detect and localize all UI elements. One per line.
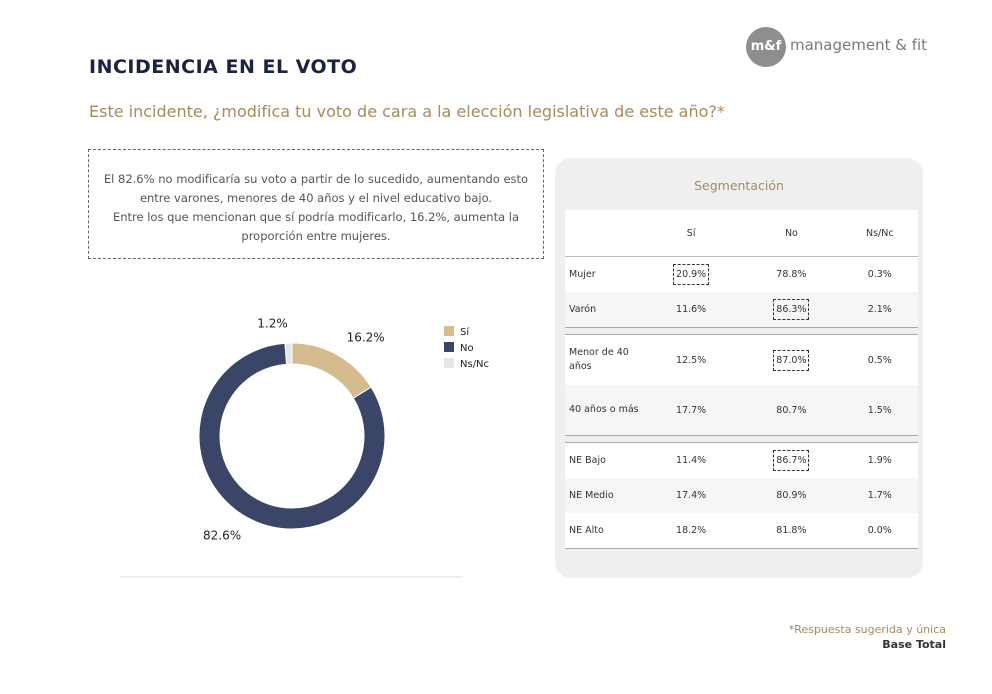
- table-cell: 2.1%: [841, 292, 918, 328]
- legend-swatch: [444, 342, 454, 352]
- cell-value: 81.8%: [776, 525, 807, 536]
- table-title: Segmentación: [694, 178, 784, 193]
- cell-value: 1.7%: [867, 490, 892, 501]
- cell-value: 2.1%: [867, 304, 892, 315]
- table-cell: 81.8%: [741, 513, 842, 549]
- table-row: NE Bajo 11.4% 86.7% 1.9%: [565, 442, 918, 478]
- column-header: No: [741, 210, 842, 257]
- logo-mark: m&f: [746, 27, 786, 67]
- cell-value: 80.7%: [776, 404, 807, 416]
- title: INCIDENCIA EN EL VOTO: [89, 56, 358, 78]
- cell-value: 1.5%: [867, 404, 892, 416]
- table-cell: 0.0%: [841, 513, 918, 549]
- subtitle: Este incidente, ¿modifica tu voto de car…: [89, 102, 725, 121]
- table-cell: 17.4%: [641, 478, 742, 513]
- data-label: 16.2%: [347, 331, 385, 345]
- summary-box: El 82.6% no modificaría su voto a partir…: [88, 149, 544, 259]
- legend-label: Sí: [460, 326, 470, 338]
- column-header: Sí: [641, 210, 742, 257]
- table-cell: 1.7%: [841, 478, 918, 513]
- cell-value: 11.4%: [676, 455, 707, 466]
- table-cell: 1.9%: [841, 442, 918, 478]
- table-row: NE Medio 17.4% 80.9% 1.7%: [565, 478, 918, 513]
- table-cell: 86.3%: [741, 292, 842, 328]
- table-cell: 17.7%: [641, 385, 742, 436]
- table-row: Menor de 40 años 12.5% 87.0% 0.5%: [565, 334, 918, 385]
- donut-segment: [198, 342, 386, 530]
- table-header: Sí No Ns/Nc: [565, 210, 918, 257]
- highlighted-value: 86.7%: [773, 450, 810, 471]
- table-cell: 12.5%: [641, 334, 742, 385]
- row-label: Varón: [565, 292, 641, 328]
- summary-line: proporción entre mujeres.: [241, 229, 391, 243]
- row-label: NE Bajo: [565, 442, 641, 478]
- data-label: 82.6%: [203, 528, 241, 542]
- separator-cell: [565, 327, 918, 335]
- row-label: Menor de 40 años: [565, 334, 641, 385]
- row-label: NE Medio: [565, 478, 641, 513]
- data-label: 1.2%: [257, 317, 288, 331]
- cell-value: 0.5%: [867, 354, 892, 366]
- group-separator: [565, 327, 918, 335]
- row-label: Mujer: [565, 256, 641, 292]
- highlighted-value: 20.9%: [673, 264, 710, 285]
- table-cell: 86.7%: [741, 442, 842, 478]
- base-note: Base Total: [882, 638, 946, 651]
- highlighted-value: 86.3%: [773, 299, 810, 320]
- corner-cell: [565, 210, 641, 257]
- table-cell: 18.2%: [641, 513, 742, 549]
- highlighted-value: 87.0%: [773, 349, 810, 371]
- table-row: 40 años o más 17.7% 80.7% 1.5%: [565, 385, 918, 436]
- table-cell: 80.9%: [741, 478, 842, 513]
- table-row: Mujer 20.9% 78.8% 0.3%: [565, 256, 918, 292]
- summary-line: entre varones, menores de 40 años y el n…: [139, 191, 493, 205]
- table-cell: 0.3%: [841, 256, 918, 292]
- cell-value: 12.5%: [676, 354, 707, 366]
- cell-value: 17.4%: [676, 490, 707, 501]
- table-row: NE Alto 18.2% 81.8% 0.0%: [565, 513, 918, 549]
- legend-swatch: [444, 326, 454, 336]
- row-label: NE Alto: [565, 513, 641, 549]
- legend-label: Ns/Nc: [460, 359, 489, 370]
- cell-value: 78.8%: [776, 269, 807, 280]
- cell-value: 0.0%: [867, 525, 892, 536]
- table-cell: 11.6%: [641, 292, 742, 328]
- column-header: Ns/Nc: [841, 210, 918, 257]
- table-cell: 11.4%: [641, 442, 742, 478]
- cell-value: 80.9%: [776, 490, 807, 501]
- logo-text: management & fit: [790, 36, 928, 54]
- table-cell: 80.7%: [741, 385, 842, 436]
- cell-value: 0.3%: [867, 269, 892, 280]
- cell-value: 1.9%: [867, 455, 892, 466]
- segment-table: Sí No Ns/Nc Mujer 20.9% 78.8% 0.3% Varón 11.6% 86…: [565, 210, 918, 549]
- table-row: Varón 11.6% 86.3% 2.1%: [565, 292, 918, 328]
- cell-value: 11.6%: [676, 304, 707, 315]
- group-separator: [565, 435, 918, 443]
- donut-segment: [284, 342, 293, 365]
- table-cell: 20.9%: [641, 256, 742, 292]
- footnote: *Respuesta sugerida y única: [788, 623, 946, 636]
- table-cell: 78.8%: [741, 256, 842, 292]
- row-label: 40 años o más: [565, 385, 641, 436]
- summary-line: El 82.6% no modificaría su voto a partir…: [103, 172, 529, 186]
- legend-label: No: [460, 343, 474, 354]
- donut-segment: [291, 342, 372, 399]
- separator-cell: [565, 435, 918, 443]
- cell-value: 18.2%: [676, 525, 707, 536]
- donut-chart: 16.2% Sí 82.6% No 1.2% Ns/Nc: [120, 317, 489, 578]
- legend-swatch: [444, 358, 454, 368]
- summary-line: Entre los que mencionan que sí podría mo…: [112, 210, 520, 224]
- table-cell: 1.5%: [841, 385, 918, 436]
- table-cell: 0.5%: [841, 334, 918, 385]
- table-cell: 87.0%: [741, 334, 842, 385]
- cell-value: 17.7%: [676, 404, 707, 416]
